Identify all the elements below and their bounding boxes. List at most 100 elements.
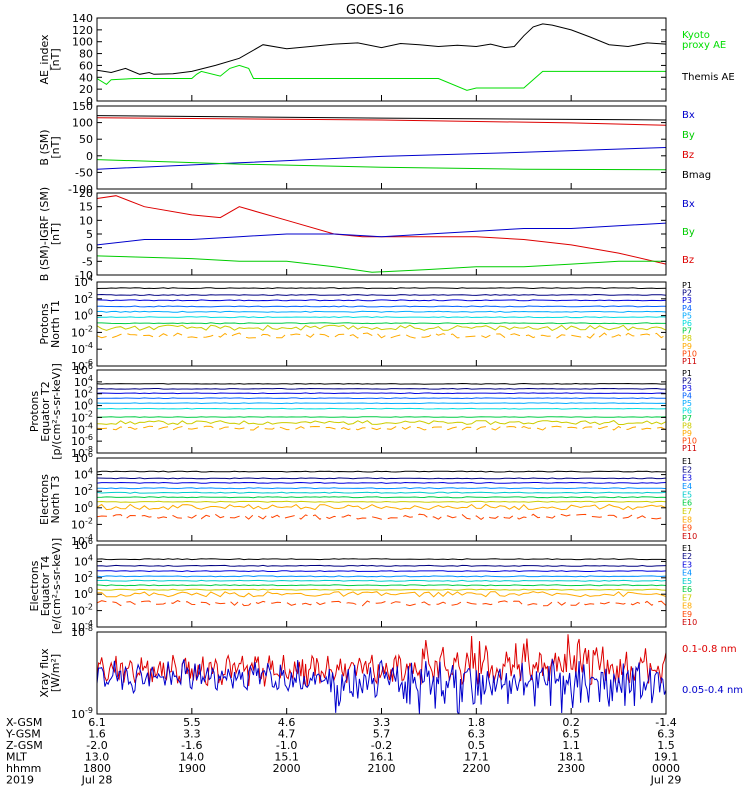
series-et3-7 — [97, 503, 666, 511]
ytick-label-ae-3: 80 — [79, 48, 93, 61]
ylabel-et4-2: [e/(cm²-s-sr-keV)] — [50, 538, 63, 634]
ytick-label-et4-0: 106 — [74, 537, 93, 552]
series-pt1-8 — [97, 332, 666, 339]
legend-bsm-1: By — [682, 130, 695, 141]
panel-pt2: 10610410210010-210-410-610-8ProtonsEquat… — [28, 362, 697, 460]
time-value-1-0: 1.6 — [88, 728, 106, 741]
legend-pt2-6: P7 — [682, 414, 692, 423]
ytick-label-bsm-3: 0 — [86, 150, 93, 163]
time-value-4-5: 2300 — [557, 762, 585, 775]
legend-et4-1: E2 — [682, 552, 692, 561]
ylabel-pt2-1: Equator T2 — [39, 381, 52, 441]
legend-bsm-2: Bz — [682, 150, 694, 161]
ytick-label-bsm-5: -100 — [68, 183, 93, 196]
legend-bigrf-0: Bx — [682, 199, 695, 210]
ytick-label-et3-0: 106 — [74, 450, 93, 465]
ytick-label-bigrf-1: 15 — [79, 201, 93, 214]
plot-area-bsm — [97, 115, 666, 171]
ytick-label-ae-1: 120 — [72, 24, 93, 37]
time-value-2-3: -0.2 — [371, 739, 392, 752]
series-et3-0 — [97, 470, 666, 473]
ylabel-pt2-2: [p/(cm²-s-sr-keV)] — [50, 363, 63, 460]
ytick-label-et3-2: 102 — [74, 483, 93, 498]
plot-area-pt1 — [97, 287, 666, 339]
series-bsm-3 — [97, 159, 666, 171]
legend-pt1-8: P9 — [682, 342, 692, 351]
time-value-2-5: 1.1 — [562, 739, 580, 752]
series-et3-3 — [97, 487, 666, 490]
ylabel-bsm-0: B (SM) — [38, 129, 51, 165]
frame-ae — [96, 17, 667, 102]
time-value-4-4: 2200 — [462, 762, 490, 775]
legend-et3-5: E6 — [682, 499, 692, 508]
series-et4-7 — [97, 591, 666, 598]
series-ae-1 — [97, 64, 666, 91]
series-pt1-3 — [97, 305, 666, 308]
time-value-4-3: 2100 — [368, 762, 396, 775]
legend-pt2-2: P3 — [682, 384, 692, 393]
legend-pt1-4: P5 — [682, 311, 692, 320]
ylabel-bsm-1: [nT] — [49, 136, 62, 158]
series-bsm-2 — [97, 147, 666, 170]
legend-et3-9: E10 — [682, 532, 697, 541]
legend-pt1-6: P7 — [682, 327, 692, 336]
legend-pt2-3: P4 — [682, 392, 692, 401]
legend-pt2-5: P6 — [682, 407, 692, 416]
ytick-label-bigrf-0: 20 — [79, 187, 93, 200]
ytick-label-et3-1: 104 — [74, 467, 93, 482]
series-xray-0 — [97, 634, 666, 687]
legend-et3-1: E2 — [682, 465, 692, 474]
legend-et4-5: E6 — [682, 585, 692, 594]
legend-bigrf-2: Bz — [682, 255, 694, 266]
time-value-4-1: 1900 — [178, 762, 206, 775]
ytick-label-et3-4: 10-2 — [71, 516, 93, 531]
legend-pt2-0: P1 — [682, 369, 692, 378]
ylabel-pt1-0: Protons — [38, 303, 51, 344]
series-et4-3 — [97, 575, 666, 578]
series-et4-1 — [97, 564, 666, 567]
time-value-3-4: 17.1 — [464, 751, 489, 764]
legend-pt1-0: P1 — [682, 281, 692, 290]
series-et4-4 — [97, 579, 666, 582]
time-value-0-5: 0.2 — [562, 716, 580, 729]
plot-area-ae — [97, 23, 666, 91]
series-pt2-6 — [97, 416, 666, 418]
ytick-label-bsm-2: 50 — [79, 133, 93, 146]
time-value-1-4: 6.3 — [468, 728, 486, 741]
time-value-3-3: 16.1 — [369, 751, 394, 764]
frame-pt2 — [96, 369, 667, 454]
legend-et3-8: E9 — [682, 524, 692, 533]
time-value-4-6: 0000 — [652, 762, 680, 775]
ytick-label-ae-4: 60 — [79, 59, 93, 72]
series-pt2-2 — [97, 392, 666, 395]
series-et3-5 — [97, 496, 666, 499]
series-ae-0 — [97, 23, 666, 75]
ytick-label-bigrf-6: -10 — [75, 269, 93, 282]
series-et4-6 — [97, 588, 666, 591]
series-et4-5 — [97, 584, 666, 587]
legend-ae-0: Kyoto — [682, 30, 710, 41]
time-value-2-4: 0.5 — [468, 739, 486, 752]
time-value-5-6: Jul 29 — [650, 774, 682, 787]
legend-et3-0: E1 — [682, 457, 692, 466]
time-value-3-6: 19.1 — [654, 751, 679, 764]
legend-et4-4: E5 — [682, 577, 692, 586]
time-value-4-0: 1800 — [83, 762, 111, 775]
legend-pt1-2: P3 — [682, 296, 692, 305]
ylabel-et4-1: Equator T4 — [39, 556, 52, 616]
time-value-1-6: 6.3 — [657, 728, 675, 741]
legend-et4-9: E10 — [682, 618, 697, 627]
legend-pt1-1: P2 — [682, 289, 692, 298]
ylabel-et3-0: Electrons — [38, 474, 51, 525]
ytick-label-pt1-3: 10-2 — [71, 324, 93, 339]
legend-xray-0: 0.1-0.8 nm — [682, 644, 737, 655]
series-pt1-4 — [97, 310, 666, 313]
series-pt2-3 — [97, 397, 666, 400]
legend-pt1-3: P4 — [682, 304, 692, 313]
legend-ae-1: proxy AE — [682, 40, 726, 51]
plot-area-et3 — [97, 470, 666, 521]
series-pt2-4 — [97, 402, 666, 405]
legend-pt2-9: P10 — [682, 437, 697, 446]
